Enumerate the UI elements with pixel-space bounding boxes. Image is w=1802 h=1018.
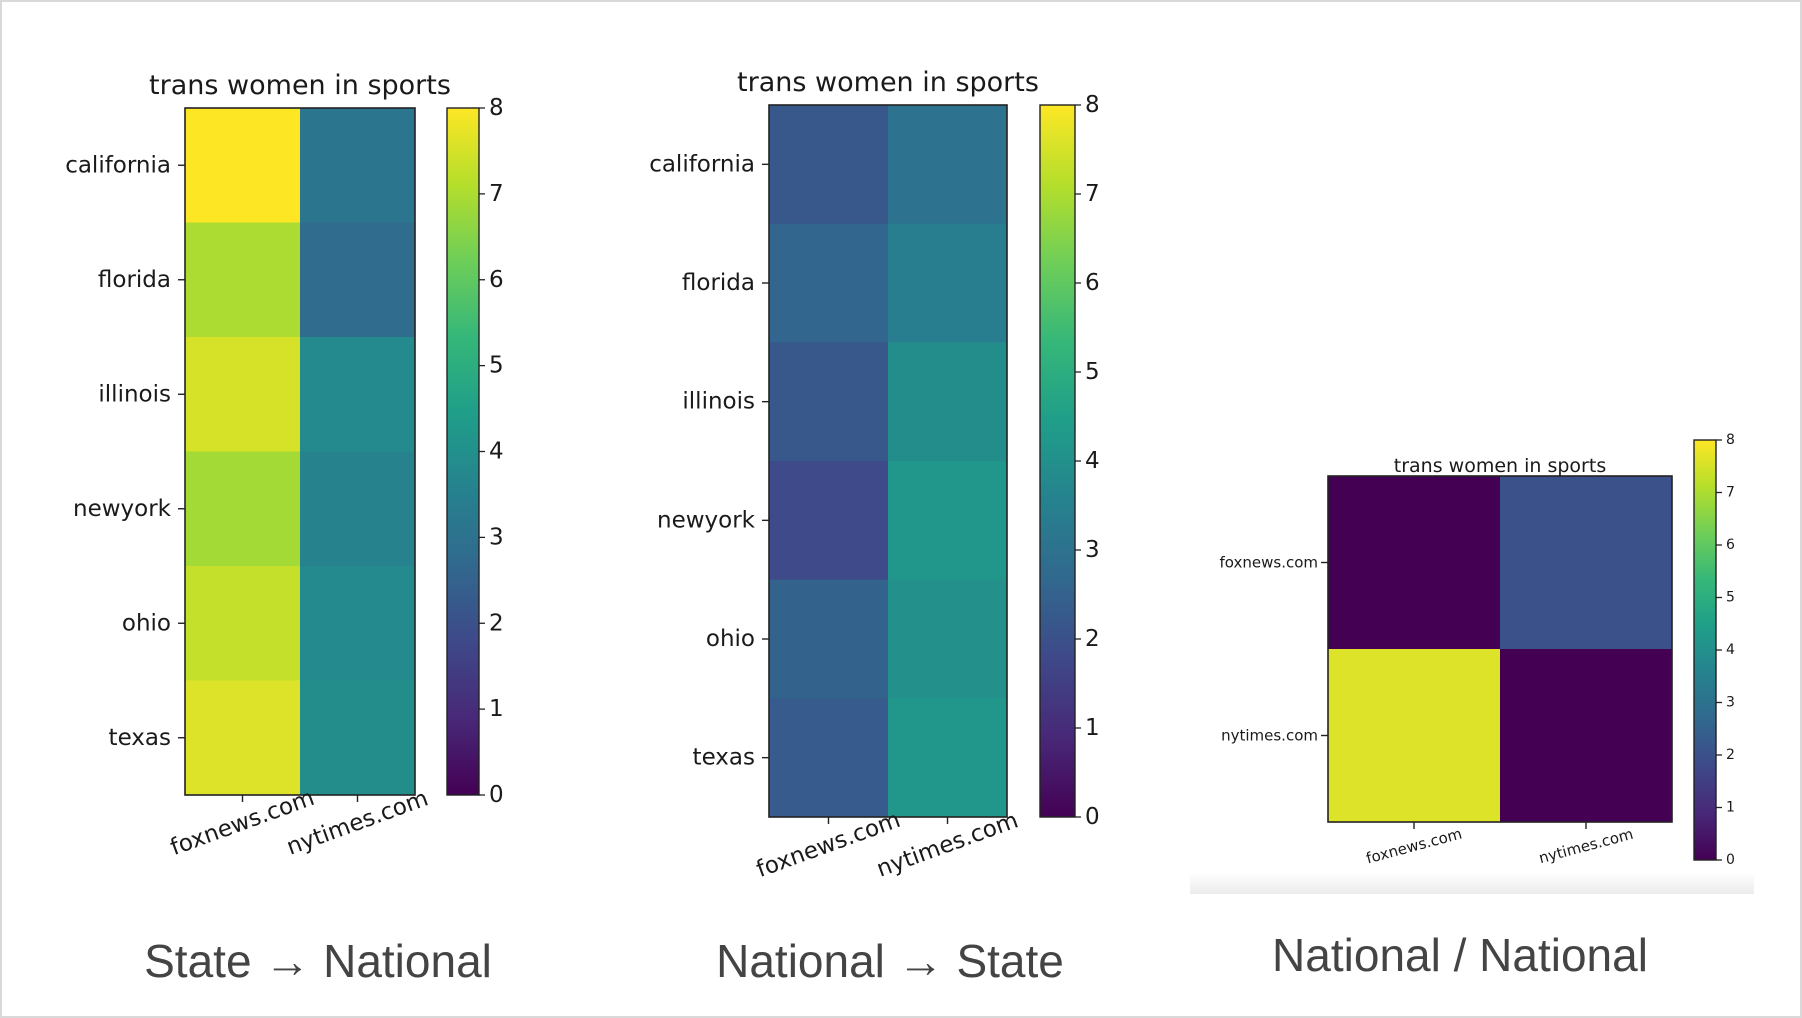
colorbar-tick-label: 3	[489, 524, 504, 550]
y-tick-label: texas	[109, 725, 171, 751]
y-tick-label: california	[649, 151, 755, 177]
chart-title: trans women in sports	[1394, 455, 1606, 477]
heatmap-frame	[768, 104, 1008, 818]
colorbar-tick-label: 0	[1726, 852, 1735, 868]
heatmap-cell	[185, 566, 301, 681]
heatmap-cell	[888, 698, 1008, 818]
y-tick-label: ohio	[706, 626, 755, 652]
heatmap-cell	[185, 108, 301, 223]
heatmap-chart-2: trans women in sports california florida il…	[649, 67, 1099, 883]
colorbar-tick-label: 8	[1085, 92, 1100, 118]
heatmap-cell	[1328, 649, 1501, 823]
heatmap-cell	[300, 680, 416, 796]
colorbar-tick-label: 7	[1085, 181, 1100, 207]
heatmap-cell	[185, 222, 301, 338]
colorbar-tick-label: 3	[1085, 537, 1100, 563]
colorbar-tick-label: 1	[1726, 800, 1735, 816]
heatmap-cell	[769, 461, 889, 581]
y-tick-label: florida	[98, 267, 171, 293]
heatmap-cell	[185, 337, 301, 452]
caption-national-national: National / National	[1272, 929, 1648, 981]
heatmap-cell	[888, 579, 1008, 699]
colorbar-tick-label: 8	[489, 95, 504, 121]
colorbar-tick-label: 0	[489, 782, 504, 808]
heatmap-cell	[769, 698, 889, 818]
heatmap-cell	[300, 566, 416, 681]
heatmap-cell	[769, 342, 889, 462]
heatmap-cell	[185, 451, 301, 567]
x-tick-label: nytimes.com	[1537, 825, 1635, 867]
heatmap-chart-3: trans women in sports foxnews.com nytimes.…	[1220, 432, 1736, 868]
y-tick-label: texas	[693, 745, 755, 771]
colorbar-tick-label: 6	[489, 267, 504, 293]
y-tick-label: nytimes.com	[1221, 727, 1318, 745]
y-tick-label: illinois	[98, 381, 171, 407]
colorbar-tick-label: 2	[489, 610, 504, 636]
colorbar-tick-label: 8	[1726, 432, 1735, 448]
y-tick-label: california	[65, 152, 171, 178]
y-tick-label: ohio	[122, 610, 171, 636]
colorbar-tick-label: 0	[1085, 804, 1100, 830]
colorbar-tick-label: 6	[1085, 270, 1100, 296]
heatmap-chart-1: trans women in sports california florida il…	[65, 70, 503, 861]
y-tick-label: newyork	[73, 496, 172, 522]
heatmap-cell	[888, 223, 1008, 343]
colorbar-tick-label: 5	[1085, 359, 1100, 385]
heatmap-cell	[300, 337, 416, 452]
colorbar-tick-label: 6	[1726, 537, 1735, 553]
y-tick-label: illinois	[682, 389, 755, 415]
heatmap-cell	[185, 680, 301, 796]
heatmap-cell	[1328, 476, 1501, 650]
caption-national-state: National → State	[716, 935, 1064, 987]
chart-title: trans women in sports	[149, 70, 451, 101]
colorbar-tick-label: 1	[489, 696, 504, 722]
heatmap-cell	[300, 451, 416, 567]
y-tick-label: foxnews.com	[1220, 554, 1319, 572]
caption-state-national: State → National	[144, 935, 492, 987]
heatmap-cell	[1500, 649, 1673, 823]
heatmap-cell	[300, 108, 416, 223]
heatmap-cell	[769, 579, 889, 699]
colorbar-tick-label: 3	[1726, 695, 1735, 711]
heatmap-cell	[888, 342, 1008, 462]
heatmap-cell	[769, 105, 889, 225]
colorbar-tick-label: 2	[1085, 626, 1100, 652]
colorbar-tick-label: 7	[1726, 485, 1735, 501]
heatmap-frame	[184, 107, 416, 796]
heatmap-frame	[1327, 475, 1673, 823]
colorbar-tick-label: 2	[1726, 747, 1735, 763]
colorbar-tick-label: 4	[1726, 642, 1735, 658]
heatmap-cell	[888, 461, 1008, 581]
colorbar-tick-label: 7	[489, 181, 504, 207]
y-tick-label: newyork	[657, 507, 756, 533]
chart-title: trans women in sports	[737, 67, 1039, 98]
heatmap-cell	[1500, 476, 1673, 650]
y-tick-label: florida	[682, 270, 755, 296]
heatmap-cell	[769, 223, 889, 343]
heatmap-cell	[300, 222, 416, 338]
colorbar-tick-label: 1	[1085, 715, 1100, 741]
heatmap-cell	[888, 105, 1008, 225]
colorbar-tick-label: 5	[489, 353, 504, 379]
colorbar-tick-label: 5	[1726, 590, 1735, 606]
chart-shadow-band	[1190, 872, 1754, 894]
colorbar	[446, 107, 480, 796]
x-tick-label: foxnews.com	[1364, 825, 1464, 868]
colorbar-tick-label: 4	[489, 439, 504, 465]
colorbar-tick-label: 4	[1085, 448, 1100, 474]
colorbar	[1693, 439, 1717, 861]
colorbar	[1039, 104, 1076, 818]
